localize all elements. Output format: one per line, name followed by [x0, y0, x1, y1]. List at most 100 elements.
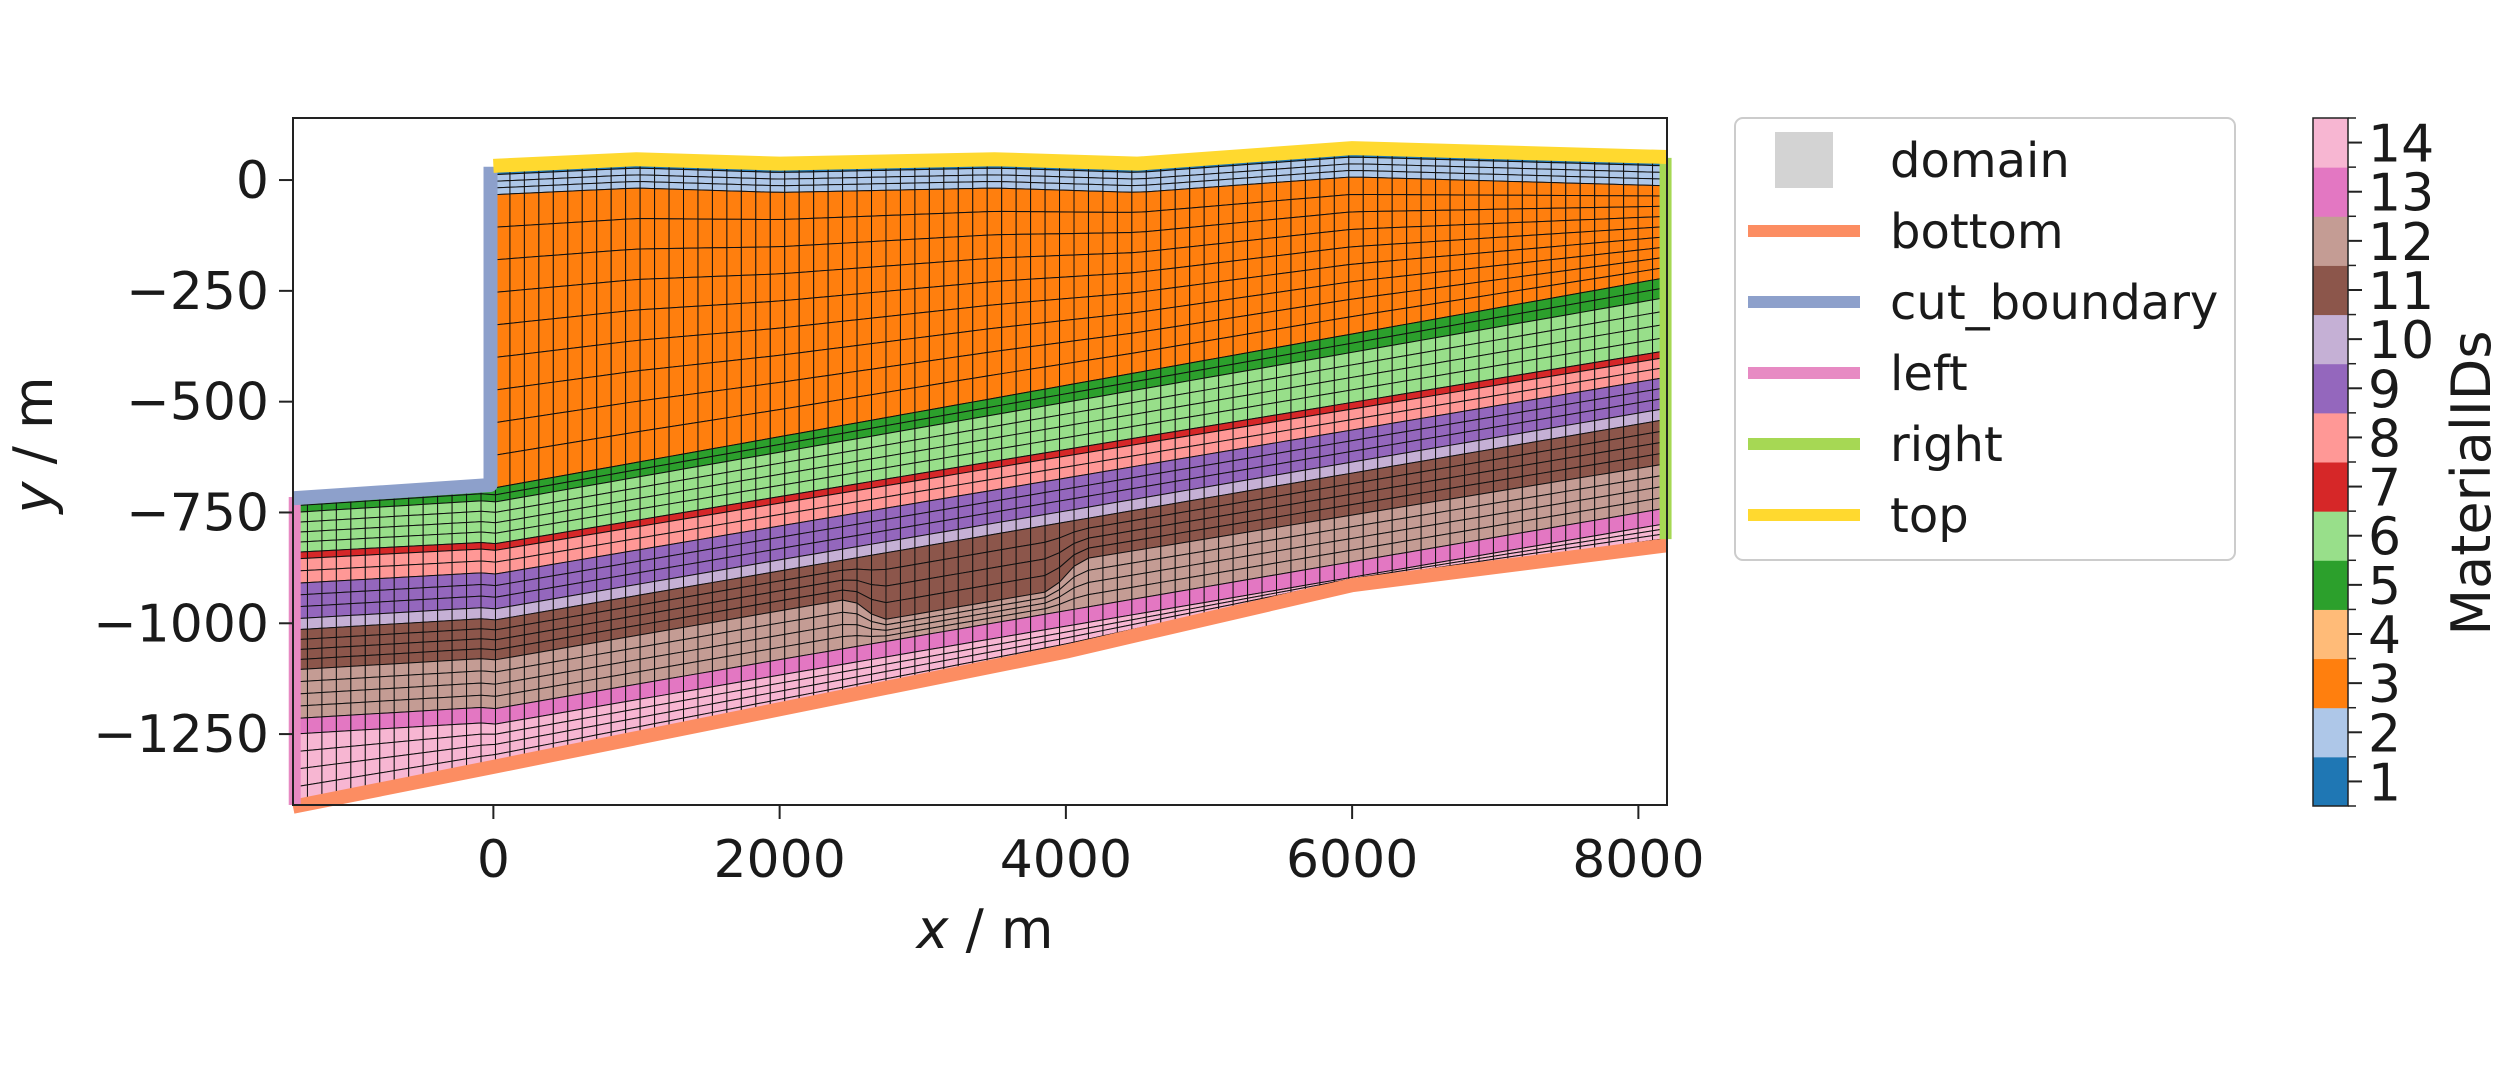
mesh-cell-material-14 [408, 739, 424, 756]
colorbar-tick-label: 1 [2368, 753, 2401, 813]
mesh-cell-material-2 [523, 178, 540, 188]
colorbar-tick-label: 9 [2368, 360, 2401, 420]
colorbar-label: MaterialIDs [2440, 330, 2503, 635]
mesh-cell-material-3 [957, 330, 974, 358]
mesh-cell-material-3 [1536, 194, 1552, 210]
mesh-cell-material-3 [1102, 273, 1118, 296]
mesh-cell-material-3 [1015, 211, 1032, 235]
mesh-cell-material-11 [871, 568, 887, 587]
mesh-cell-material-3 [827, 190, 844, 219]
mesh-cell-material-3 [1131, 270, 1147, 294]
mesh-cell-material-2 [856, 176, 873, 185]
mesh-cell-material-12 [393, 674, 410, 689]
mesh-cell-material-3 [1044, 364, 1061, 390]
mesh-cell-material-3 [1030, 322, 1046, 348]
mesh-cell-material-8 [437, 562, 453, 576]
mesh-cell-material-2 [1521, 174, 1538, 183]
mesh-cell-material-3 [1304, 267, 1321, 289]
mesh-cell-material-3 [972, 351, 988, 379]
mesh-cell-material-3 [871, 215, 887, 243]
mesh-cell-material-3 [986, 326, 1003, 354]
mesh-cell-material-3 [1406, 257, 1422, 277]
mesh-cell-material-3 [943, 380, 959, 408]
mesh-cell-material-3 [581, 375, 598, 411]
x-tick-label: 0 [477, 830, 510, 890]
mesh-cell-material-3 [769, 354, 786, 385]
mesh-cell-material-3 [567, 283, 583, 318]
mesh-cell-material-3 [928, 358, 945, 386]
mesh-cell-material-2 [726, 177, 742, 186]
mesh-cell-material-3 [1579, 230, 1596, 245]
colorbar-segment-1 [2313, 756, 2348, 807]
mesh-cell-material-13 [581, 690, 598, 710]
mesh-cell-material-13 [1333, 561, 1350, 581]
mesh-cell-material-13 [364, 712, 381, 731]
mesh-cell-material-3 [683, 218, 699, 249]
mesh-cell-material-3 [1087, 253, 1104, 277]
colorbar-segment-7 [2313, 462, 2348, 512]
mesh-cell-material-3 [1319, 301, 1335, 323]
mesh-cell-material-13 [379, 712, 395, 730]
mesh-cell-material-9 [364, 578, 381, 592]
mesh-cell-material-2 [683, 175, 699, 184]
mesh-cell-material-3 [1464, 267, 1480, 285]
mesh-cell-material-13 [350, 713, 366, 732]
mesh-cell-material-3 [1073, 232, 1089, 256]
mesh-cell-material-3 [625, 400, 641, 435]
mesh-cell-material-3 [784, 191, 800, 220]
mesh-cell-material-13 [1449, 541, 1466, 562]
mesh-cell-material-3 [581, 220, 598, 254]
mesh-cell-material-11 [306, 637, 323, 650]
mesh-cell-material-3 [639, 187, 656, 220]
mesh-cell-material-10 [422, 609, 439, 623]
mesh-cell-material-3 [1348, 176, 1364, 196]
mesh-cell-material-12 [408, 661, 424, 676]
mesh-cell-material-13 [972, 623, 988, 643]
mesh-cell-material-3 [581, 282, 598, 317]
mesh-cell-material-12 [842, 623, 858, 638]
mesh-cell-material-3 [986, 280, 1003, 307]
mesh-cell-material-2 [639, 167, 656, 176]
mesh-cell-material-3 [827, 346, 844, 377]
mesh-cell-material-6 [393, 504, 410, 517]
mesh-cell-material-12 [466, 694, 482, 709]
mesh-cell-material-2 [1420, 171, 1437, 180]
mesh-cell-material-2 [494, 173, 511, 182]
mesh-cell-material-2 [1608, 177, 1625, 186]
mesh-cell-material-3 [986, 257, 1003, 283]
mesh-cell-material-6 [422, 513, 439, 526]
mesh-cell-material-3 [711, 218, 728, 249]
mesh-cell-material-2 [784, 171, 800, 180]
mesh-cell-material-12 [393, 699, 410, 714]
mesh-cell-material-3 [726, 358, 742, 391]
mesh-cell-material-3 [1521, 247, 1538, 264]
mesh-cell-material-3 [726, 218, 742, 249]
mesh-cell-material-10 [350, 614, 366, 628]
mesh-cell-material-3 [581, 406, 598, 442]
mesh-cell-material-13 [1290, 569, 1306, 589]
mesh-cell-material-2 [914, 168, 930, 177]
mesh-cell-material-13 [885, 638, 901, 658]
mesh-cell-material-3 [1102, 355, 1118, 380]
mesh-cell-material-2 [1116, 184, 1133, 193]
mesh-cell-material-3 [697, 218, 713, 249]
mesh-cell-material-3 [1478, 237, 1494, 254]
mesh-cell-material-3 [1348, 193, 1364, 213]
mesh-cell-material-11 [1001, 579, 1017, 601]
legend-label-bottom: bottom [1890, 204, 2064, 260]
mesh-cell-material-3 [1131, 350, 1147, 375]
mesh-cell-material-3 [986, 303, 1003, 330]
mesh-cell-material-14 [422, 724, 439, 741]
legend-label-left: left [1890, 346, 1968, 402]
mesh-cell-material-3 [1623, 195, 1639, 208]
mesh-cell-material-3 [596, 404, 612, 440]
mesh-cell-material-13 [1377, 554, 1393, 574]
mesh-cell-material-6 [422, 533, 439, 547]
mesh-cell-material-3 [1565, 182, 1581, 197]
mesh-cell-material-3 [928, 261, 945, 288]
mesh-cell-material-3 [538, 349, 554, 385]
mesh-cell-material-3 [625, 218, 641, 251]
mesh-cell-material-13 [683, 673, 699, 693]
mesh-cell-material-13 [899, 635, 916, 656]
mesh-cell-material-3 [1333, 299, 1350, 321]
